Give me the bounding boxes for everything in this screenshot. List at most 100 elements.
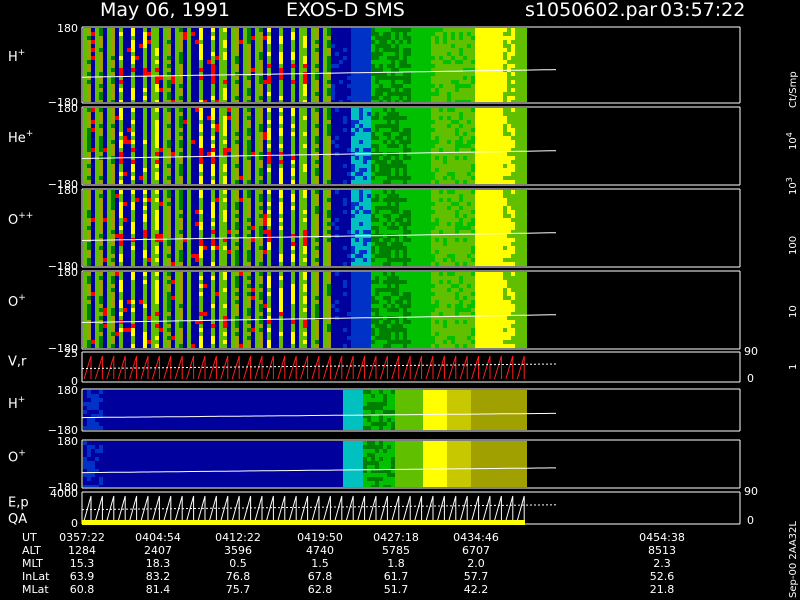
spectrogram-cell	[195, 198, 199, 202]
spectrogram-cell	[415, 116, 419, 120]
spectrogram-cell	[179, 246, 183, 250]
spectrogram-cell	[95, 226, 99, 230]
spectrogram-cell	[215, 262, 219, 266]
spectrogram-cell	[371, 48, 375, 52]
spectrogram-cell	[211, 32, 215, 36]
spectrogram-cell	[227, 76, 231, 80]
spectrogram-cell	[411, 176, 415, 180]
spectrogram-cell	[331, 140, 335, 144]
spectrogram-cell	[419, 52, 423, 56]
spectrogram-cell	[211, 206, 215, 210]
spectrogram-cell	[91, 172, 95, 176]
spectrogram-cell	[427, 128, 431, 132]
spectrogram-cell	[147, 56, 151, 60]
spectrogram-cell	[347, 32, 351, 36]
spectrogram-cell	[467, 92, 471, 96]
spectrogram-cell	[143, 234, 147, 238]
spectrogram-cell	[187, 226, 191, 230]
spectrogram-cell	[451, 148, 455, 152]
spectrogram-cell	[427, 64, 431, 68]
spectrogram-cell	[95, 88, 99, 92]
spectrogram-cell	[203, 198, 207, 202]
spectrogram-cell	[87, 64, 91, 68]
spectrogram-cell	[447, 128, 451, 132]
spectrogram-cell	[195, 242, 199, 246]
spectrogram-cell	[391, 76, 395, 80]
spectrogram-cell	[215, 140, 219, 144]
spectrogram-cell	[159, 152, 163, 156]
spectrogram-cell	[411, 140, 415, 144]
spectrogram-cell	[115, 60, 119, 64]
spectrogram-cell	[399, 160, 403, 164]
spectrogram-cell	[471, 116, 475, 120]
spectrogram-cell	[171, 180, 175, 184]
spectrogram-cell	[87, 168, 91, 172]
spectrogram-cell	[243, 76, 247, 80]
spectrogram-cell	[95, 258, 99, 262]
spectrogram-cell	[347, 84, 351, 88]
spectrogram-cell	[99, 88, 103, 92]
spectrogram-cell	[387, 52, 391, 56]
spectrogram-cell	[179, 172, 183, 176]
spectrogram-cell	[143, 128, 147, 132]
spectrogram-cell	[443, 96, 447, 100]
spectrogram-cell	[175, 190, 179, 194]
spectrogram-cell	[447, 76, 451, 80]
spectrogram-cell	[379, 36, 383, 40]
spectrogram-cell	[379, 140, 383, 144]
spectrogram-cell	[131, 120, 135, 124]
spectrogram-cell	[411, 128, 415, 132]
spectrogram-cell	[123, 40, 127, 44]
spectrogram-cell	[503, 32, 507, 36]
spectrogram-cell	[511, 36, 515, 40]
spectrogram-cell	[423, 40, 427, 44]
spectrogram-cell	[351, 120, 355, 124]
spectrogram-cell	[111, 132, 115, 136]
spectrogram-cell	[275, 44, 279, 48]
spectrogram-cell	[423, 116, 427, 120]
spectrogram-cell	[483, 152, 487, 156]
spectrogram-cell	[411, 112, 415, 116]
spectrogram-cell	[431, 160, 435, 164]
spectrogram-cell	[279, 180, 283, 184]
spectrogram-cell	[359, 156, 363, 160]
spectrogram-cell	[359, 132, 363, 136]
spectrogram-cell	[315, 112, 319, 116]
spectrogram-cell	[263, 92, 267, 96]
spectrogram-cell	[483, 100, 487, 102]
spectrogram-cell	[91, 64, 95, 68]
spectrogram-cell	[423, 84, 427, 88]
spectrogram-cell	[491, 52, 495, 56]
spectrogram-cell	[203, 48, 207, 52]
spectrogram-cell	[219, 84, 223, 88]
spectrogram-cell	[179, 92, 183, 96]
spectrogram-cell	[239, 120, 243, 124]
spectrogram-cell	[431, 76, 435, 80]
spectrogram-cell	[199, 144, 203, 148]
spectrogram-cell	[175, 198, 179, 202]
spectrogram-cell	[123, 44, 127, 48]
spectrogram-cell	[167, 72, 171, 76]
spectrogram-cell	[491, 96, 495, 100]
spectrogram-cell	[439, 40, 443, 44]
spectrogram-cell	[511, 148, 515, 152]
spectrogram-cell	[139, 92, 143, 96]
spectrogram-cell	[223, 250, 227, 254]
spectrogram-cell	[419, 132, 423, 136]
spectrogram-cell	[115, 180, 119, 184]
spectrogram-cell	[419, 180, 423, 184]
spectrogram-cell	[211, 36, 215, 40]
spectrogram-cell	[355, 156, 359, 160]
spectrogram-cell	[151, 116, 155, 120]
spectrogram-cell	[351, 52, 355, 56]
spectrogram-cell	[231, 40, 235, 44]
spectrogram-cell	[519, 52, 523, 56]
spectrogram-cell	[223, 96, 227, 100]
spectrogram-cell	[135, 222, 139, 226]
spectrogram-cell	[471, 88, 475, 92]
spectrogram-cell	[391, 84, 395, 88]
spectrogram-cell	[127, 198, 131, 202]
spectrogram-cell	[215, 64, 219, 68]
spectrogram-cell	[139, 148, 143, 152]
spectrogram-cell	[231, 144, 235, 148]
